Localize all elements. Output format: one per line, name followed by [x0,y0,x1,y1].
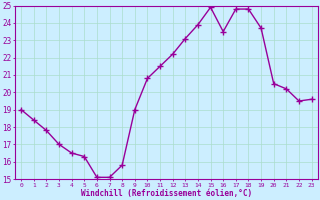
X-axis label: Windchill (Refroidissement éolien,°C): Windchill (Refroidissement éolien,°C) [81,189,252,198]
